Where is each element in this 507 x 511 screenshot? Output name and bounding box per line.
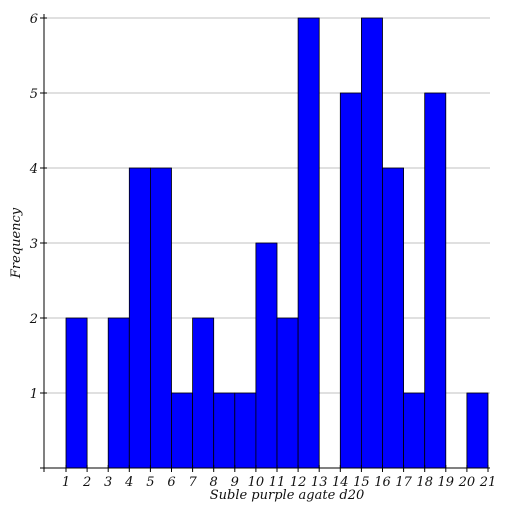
bar <box>255 242 278 469</box>
bar <box>213 392 236 469</box>
x-tick-label: 7 <box>188 475 197 490</box>
bar <box>234 392 257 469</box>
x-tick-label: 9 <box>231 475 239 490</box>
x-tick-label: 10 <box>248 475 265 490</box>
x-tick-label: 20 <box>458 475 476 490</box>
x-tick-label: 4 <box>124 475 133 490</box>
x-tick-label: 13 <box>311 475 328 490</box>
bar <box>171 392 194 469</box>
x-tick-label: 3 <box>104 475 112 490</box>
y-tick-label: 1 <box>30 387 38 402</box>
x-tick-label: 12 <box>290 475 307 490</box>
bar <box>466 392 489 469</box>
bar <box>382 167 405 469</box>
bars <box>65 17 489 469</box>
x-tick-labels: 1 2 3 4 5 6 7 8 9 10 11 12 13 14 15 16 17 18 19 20 21 <box>62 465 496 490</box>
x-tick-label: 21 <box>479 475 497 490</box>
bar <box>339 92 362 469</box>
bar <box>107 317 130 469</box>
x-tick-label: 1 <box>62 475 70 490</box>
bar <box>128 167 151 469</box>
x-tick-label: 5 <box>146 475 154 490</box>
bar <box>192 317 215 469</box>
x-tick-label: 18 <box>416 475 433 490</box>
bar <box>297 17 320 469</box>
bar <box>360 17 383 469</box>
x-tick-label: 2 <box>82 475 91 490</box>
x-tick-label: 6 <box>167 475 175 490</box>
x-tick-label: 11 <box>269 475 286 490</box>
x-axis-title: Suble purple agate d20 <box>210 488 365 503</box>
bar <box>403 392 426 469</box>
x-tick-label: 19 <box>438 475 455 490</box>
bar <box>424 92 447 469</box>
y-tick-label: 2 <box>29 312 38 327</box>
x-tick-label: 8 <box>210 475 218 490</box>
bar <box>149 167 172 469</box>
x-tick-label: 15 <box>353 475 370 490</box>
x-tick-label: 17 <box>395 475 412 490</box>
y-tick-label: 3 <box>30 237 38 252</box>
y-axis-title: Frequency <box>9 207 24 279</box>
bar <box>65 317 88 469</box>
y-tick-labels: 1 2 3 4 5 6 <box>29 12 47 469</box>
bar <box>276 317 299 469</box>
y-tick-label: 4 <box>29 162 38 177</box>
y-tick-label: 5 <box>30 87 38 102</box>
y-tick-label: 6 <box>30 12 38 27</box>
x-tick-label: 16 <box>374 475 391 490</box>
x-tick-label: 14 <box>332 475 349 490</box>
